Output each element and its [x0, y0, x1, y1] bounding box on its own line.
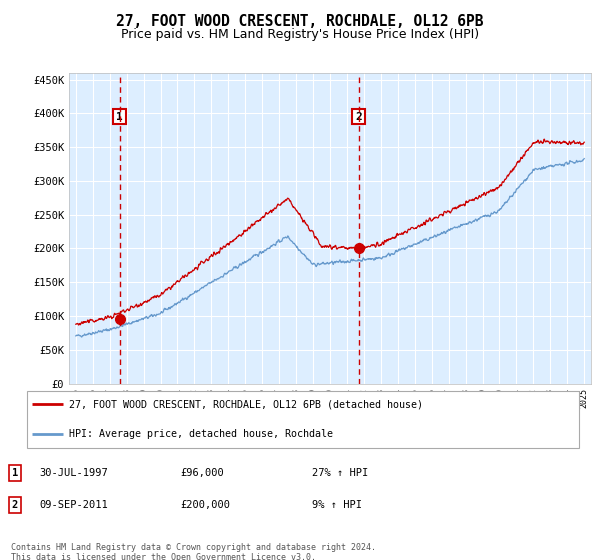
Text: 09-SEP-2011: 09-SEP-2011 — [39, 500, 108, 510]
Text: Price paid vs. HM Land Registry's House Price Index (HPI): Price paid vs. HM Land Registry's House … — [121, 28, 479, 41]
Text: 27, FOOT WOOD CRESCENT, ROCHDALE, OL12 6PB: 27, FOOT WOOD CRESCENT, ROCHDALE, OL12 6… — [116, 14, 484, 29]
Text: 27, FOOT WOOD CRESCENT, ROCHDALE, OL12 6PB (detached house): 27, FOOT WOOD CRESCENT, ROCHDALE, OL12 6… — [68, 399, 422, 409]
Text: HPI: Average price, detached house, Rochdale: HPI: Average price, detached house, Roch… — [68, 430, 332, 440]
FancyBboxPatch shape — [27, 390, 579, 449]
Text: 2: 2 — [12, 500, 18, 510]
Text: 27% ↑ HPI: 27% ↑ HPI — [312, 468, 368, 478]
Text: 1: 1 — [12, 468, 18, 478]
Text: 9% ↑ HPI: 9% ↑ HPI — [312, 500, 362, 510]
Text: 1: 1 — [116, 111, 123, 122]
Text: 30-JUL-1997: 30-JUL-1997 — [39, 468, 108, 478]
Text: Contains HM Land Registry data © Crown copyright and database right 2024.
This d: Contains HM Land Registry data © Crown c… — [11, 543, 376, 560]
Text: £96,000: £96,000 — [180, 468, 224, 478]
Text: 2: 2 — [355, 111, 362, 122]
Text: £200,000: £200,000 — [180, 500, 230, 510]
